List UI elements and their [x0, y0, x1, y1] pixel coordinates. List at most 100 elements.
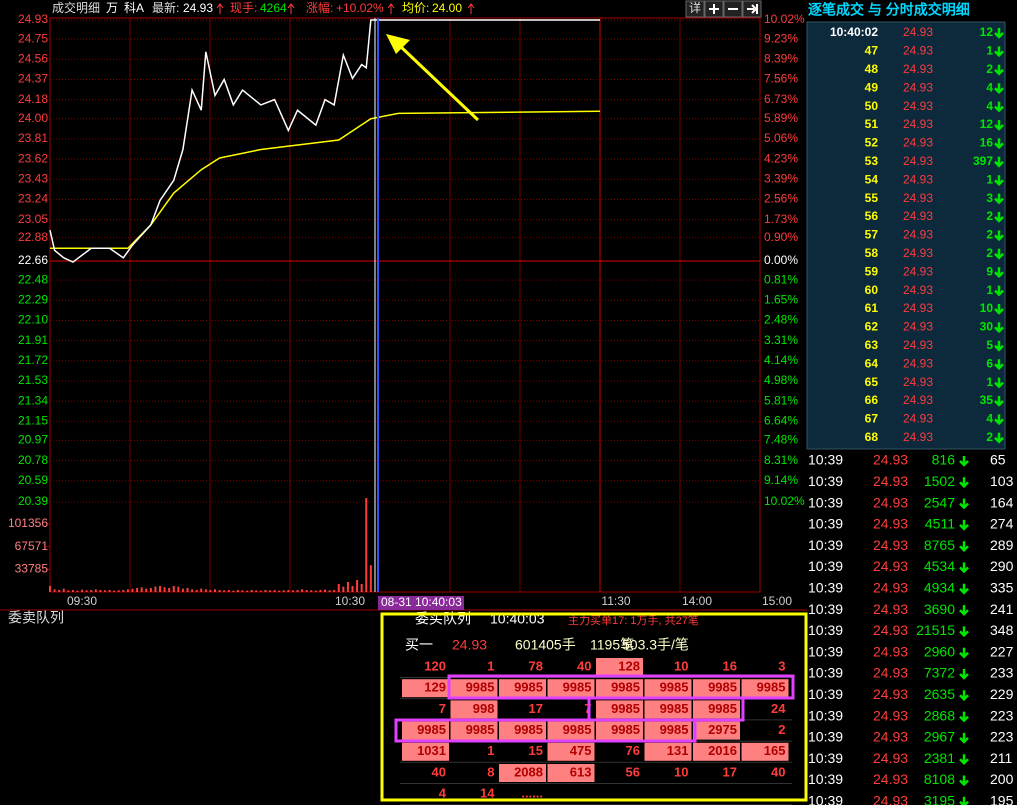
volume-bar: [200, 588, 203, 592]
queue-cell: 9985: [708, 701, 737, 716]
queue-cell: 2016: [708, 743, 737, 758]
tick-id: 52: [865, 136, 879, 150]
detail-button[interactable]: [685, 0, 705, 18]
y-tick-label: 23.24: [18, 192, 48, 206]
price-line: [49, 19, 600, 263]
down-arrow: [959, 519, 969, 531]
minute-time: 10:39: [808, 516, 843, 532]
queue-cell: 9985: [660, 680, 689, 695]
tick-volume: 2: [986, 246, 993, 260]
tick-volume: 1: [986, 375, 993, 389]
header-name: 成交明细: [52, 0, 100, 15]
change-label: 涨幅:: [306, 0, 333, 15]
pct-label: 10.02%: [764, 12, 805, 26]
y-tick-label: 24.37: [18, 72, 48, 86]
queue-cell: 9985: [514, 722, 543, 737]
down-arrow: [959, 796, 969, 805]
queue-cell: 40: [577, 658, 591, 673]
queue-cell: 9985: [660, 722, 689, 737]
minute-volume: 8765: [924, 537, 955, 553]
y-tick-label: 23.05: [18, 212, 48, 226]
x-tick-label: 15:00: [762, 594, 792, 608]
tick-volume: 10: [980, 301, 994, 315]
down-arrow: [994, 156, 1004, 168]
pct-label: 4.23%: [764, 151, 798, 165]
tick-volume: 35: [980, 393, 994, 407]
highlight-cell: [644, 700, 692, 719]
highlight-cell: [644, 679, 692, 698]
volume-bar: [136, 587, 139, 592]
pct-label: 0.00%: [764, 253, 798, 267]
minute-volume: 2967: [924, 729, 955, 745]
down-arrow: [994, 138, 1004, 150]
tick-price: 24.93: [903, 246, 933, 260]
vol-tick-label: 101356: [8, 516, 48, 530]
volume-bar: [214, 589, 216, 592]
volume-bar: [53, 589, 56, 592]
minute-count: 200: [990, 771, 1014, 787]
volume-bar: [278, 590, 281, 592]
detail-button-label[interactable]: 详: [689, 0, 701, 15]
queue-cell: 128: [618, 658, 640, 673]
volume-bar: [94, 589, 97, 592]
x-tick-label: 09:30: [67, 594, 97, 608]
minute-price: 24.93: [873, 452, 908, 468]
highlight-cell: [596, 721, 643, 740]
queue-cell: 9985: [611, 701, 640, 716]
queue-cell: 475: [570, 743, 592, 758]
down-arrow: [959, 498, 969, 510]
tick-id: 63: [865, 338, 879, 352]
down-arrow: [959, 647, 969, 659]
queue-cell: 2088: [514, 764, 543, 779]
minute-time: 10:39: [808, 601, 843, 617]
tick-volume: 397: [973, 154, 993, 168]
tick-id: 68: [865, 430, 879, 444]
highlight-cell: [644, 721, 692, 740]
volume-bar: [122, 589, 125, 592]
queue-note: 主力买单17: 1万手, 共27笔: [568, 613, 699, 627]
y-tick-label: 20.97: [18, 433, 48, 447]
volume-bar: [259, 590, 262, 592]
tick-price: 24.93: [903, 209, 933, 223]
pct-label: 9.14%: [764, 473, 798, 487]
tick-price: 24.93: [903, 338, 933, 352]
y-tick-label: 21.34: [18, 393, 48, 407]
volume-bar: [81, 589, 84, 592]
down-arrow: [994, 304, 1004, 315]
minute-price: 24.93: [873, 771, 908, 787]
queue-cell: 15: [529, 743, 543, 758]
down-arrow: [994, 46, 1004, 58]
down-arrow: [959, 669, 969, 680]
down-arrow: [994, 322, 1004, 334]
tick-id: 55: [865, 191, 879, 205]
volume-bar: [104, 590, 106, 592]
volume-bar: [328, 590, 331, 592]
volume-bar: [246, 590, 249, 592]
queue-count: 1195笔: [590, 637, 634, 653]
highlight-cell: [741, 742, 789, 761]
volume-bar: [76, 590, 79, 592]
down-arrow: [959, 690, 969, 702]
queue-cell: 9985: [466, 722, 495, 737]
queue-cell: 9985: [563, 722, 592, 737]
queue-cell: 76: [626, 743, 640, 758]
volume-bar: [351, 585, 354, 592]
plus-icon: [709, 4, 719, 14]
pct-label: 4.14%: [764, 353, 798, 367]
pct-label: 7.48%: [764, 433, 798, 447]
minute-count: 274: [990, 516, 1014, 532]
minute-time: 10:39: [808, 622, 843, 638]
queue-cell: 10: [674, 658, 688, 673]
highlight-cell: [402, 742, 449, 761]
queue-cell: 9985: [563, 680, 592, 695]
volume-bar: [186, 587, 189, 592]
minute-price: 24.93: [873, 537, 908, 553]
minute-volume: 1502: [924, 473, 955, 489]
tick-volume: 16: [980, 136, 994, 150]
volume-bar: [168, 587, 171, 592]
volume-bar: [71, 589, 74, 592]
pct-label: 0.81%: [764, 272, 798, 286]
volume-bar: [90, 589, 93, 592]
highlight-cell: [644, 742, 692, 761]
